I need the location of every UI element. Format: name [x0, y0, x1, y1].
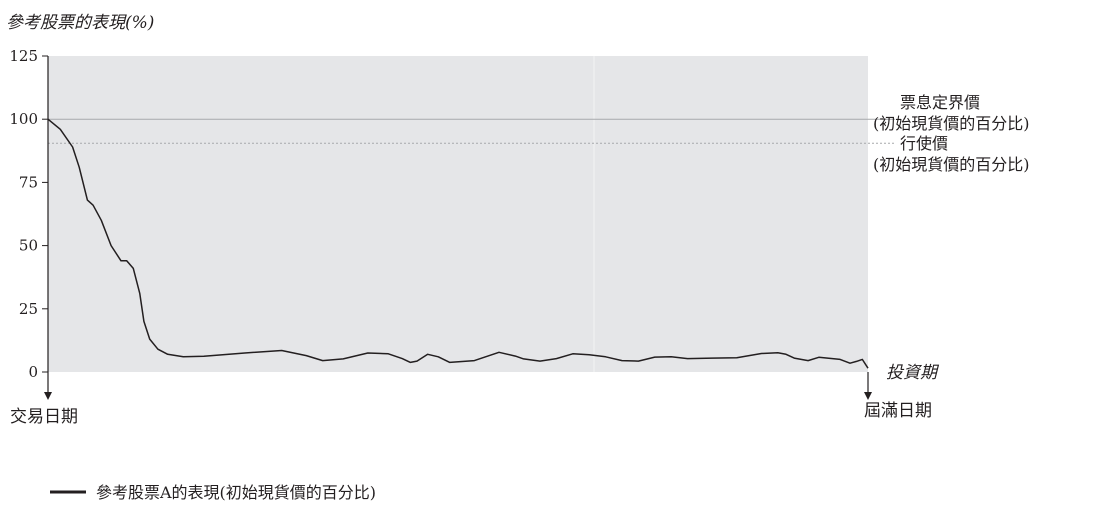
- coupon-barrier-sublabel: (初始現貨價的百分比): [873, 114, 1030, 133]
- y-tick-label: 50: [19, 237, 38, 255]
- y-axis-ticks: 125 100 75 50 25 0: [9, 47, 48, 381]
- x-axis-title: 投資期: [886, 363, 940, 383]
- strike-sublabel: (初始現貨價的百分比): [873, 155, 1030, 174]
- y-tick-label: 75: [19, 173, 38, 191]
- x-end-label: 屆滿日期: [864, 401, 932, 421]
- y-tick-label: 125: [9, 47, 38, 65]
- legend-label: 參考股票A的表現(初始現貨價的百分比): [96, 483, 376, 502]
- y-tick-label: 0: [28, 363, 38, 381]
- y-tick-label: 100: [9, 110, 38, 128]
- coupon-barrier-label: 票息定界價: [900, 93, 980, 112]
- x-start-label: 交易日期: [10, 407, 78, 427]
- plot-area: [48, 56, 868, 372]
- series-line-stock-a: [47, 118, 869, 369]
- y-axis-title: 參考股票的表現(%): [6, 13, 154, 33]
- legend: 參考股票A的表現(初始現貨價的百分比): [50, 483, 376, 502]
- strike-label: 行使價: [900, 134, 948, 153]
- y-tick-label: 25: [19, 300, 38, 318]
